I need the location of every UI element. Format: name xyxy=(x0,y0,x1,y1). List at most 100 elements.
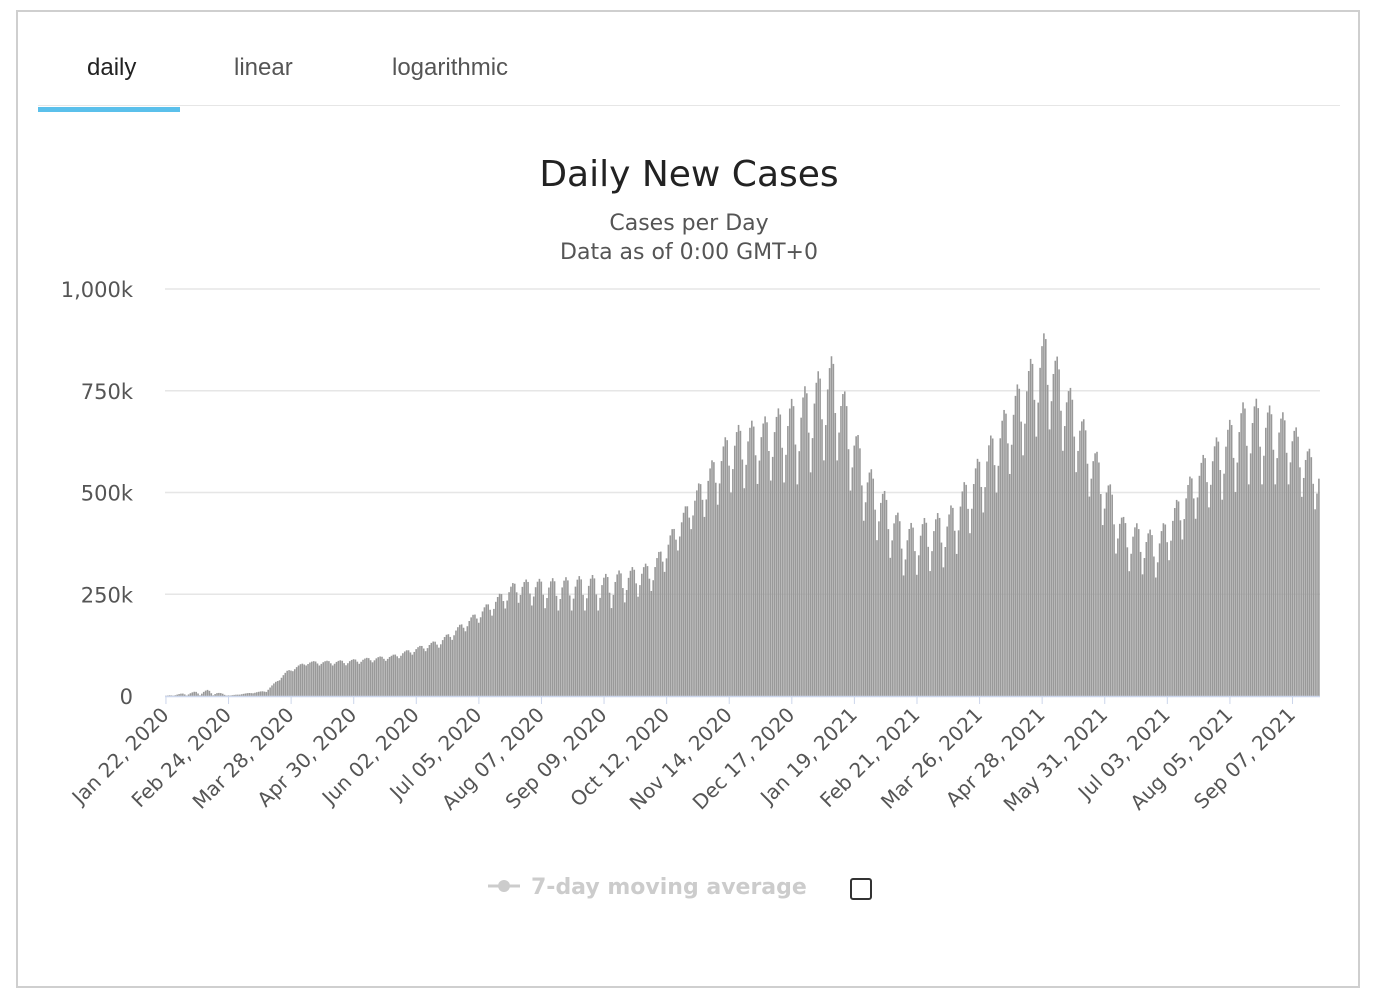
daily-cases-bar[interactable] xyxy=(984,487,986,696)
daily-cases-bar[interactable] xyxy=(1033,399,1036,696)
daily-cases-bar[interactable] xyxy=(1100,494,1102,696)
daily-cases-bar[interactable] xyxy=(587,585,590,696)
daily-cases-bar[interactable] xyxy=(897,512,899,696)
daily-cases-bar[interactable] xyxy=(650,590,653,696)
daily-cases-bar[interactable] xyxy=(1170,540,1172,696)
daily-cases-bar[interactable] xyxy=(1003,409,1005,696)
daily-cases-bar[interactable] xyxy=(385,660,387,696)
daily-cases-bar[interactable] xyxy=(1211,461,1214,696)
daily-cases-bar[interactable] xyxy=(1238,432,1241,696)
daily-cases-bar[interactable] xyxy=(1058,369,1060,696)
daily-cases-bar[interactable] xyxy=(1063,426,1066,696)
daily-cases-bar[interactable] xyxy=(618,570,620,696)
daily-cases-bar[interactable] xyxy=(328,661,330,696)
daily-cases-bar[interactable] xyxy=(1259,446,1261,696)
daily-cases-bar[interactable] xyxy=(1158,543,1161,696)
daily-cases-bar[interactable] xyxy=(654,567,656,696)
daily-cases-bar[interactable] xyxy=(388,656,391,696)
daily-cases-bar[interactable] xyxy=(383,658,385,696)
daily-cases-bar[interactable] xyxy=(341,660,343,696)
daily-cases-bar[interactable] xyxy=(362,659,364,696)
daily-cases-bar[interactable] xyxy=(823,460,825,696)
daily-cases-bar[interactable] xyxy=(242,693,245,696)
daily-cases-bar[interactable] xyxy=(637,596,639,696)
daily-cases-bar[interactable] xyxy=(754,455,757,696)
daily-cases-bar[interactable] xyxy=(1175,499,1178,696)
daily-cases-bar[interactable] xyxy=(1124,523,1127,696)
daily-cases-bar[interactable] xyxy=(940,542,943,696)
daily-cases-bar[interactable] xyxy=(216,693,218,696)
daily-cases-bar[interactable] xyxy=(1204,458,1206,696)
daily-cases-bar[interactable] xyxy=(826,389,829,696)
daily-cases-bar[interactable] xyxy=(593,578,596,696)
daily-cases-bar[interactable] xyxy=(715,482,717,696)
daily-cases-bar[interactable] xyxy=(464,631,467,696)
daily-cases-bar[interactable] xyxy=(855,436,857,696)
daily-cases-bar[interactable] xyxy=(705,499,708,696)
daily-cases-bar[interactable] xyxy=(709,468,711,696)
daily-cases-bar[interactable] xyxy=(292,671,294,696)
daily-cases-bar[interactable] xyxy=(720,461,723,696)
daily-cases-bar[interactable] xyxy=(265,691,268,696)
daily-cases-bar[interactable] xyxy=(796,484,799,696)
daily-cases-bar[interactable] xyxy=(980,486,983,696)
daily-cases-bar[interactable] xyxy=(348,661,351,696)
daily-cases-bar[interactable] xyxy=(1257,408,1260,696)
daily-cases-bar[interactable] xyxy=(902,575,905,696)
daily-cases-bar[interactable] xyxy=(842,394,844,696)
daily-cases-bar[interactable] xyxy=(1067,391,1070,696)
daily-cases-bar[interactable] xyxy=(443,637,446,696)
daily-cases-bar[interactable] xyxy=(948,514,950,696)
daily-cases-bar[interactable] xyxy=(830,356,833,696)
daily-cases-bar[interactable] xyxy=(432,641,435,696)
daily-cases-bar[interactable] xyxy=(730,492,732,697)
daily-cases-bar[interactable] xyxy=(246,693,249,696)
daily-cases-bar[interactable] xyxy=(697,483,700,696)
daily-cases-bar[interactable] xyxy=(1164,524,1167,696)
daily-cases-bar[interactable] xyxy=(398,658,400,696)
daily-cases-bar[interactable] xyxy=(1143,558,1146,696)
daily-cases-bar[interactable] xyxy=(603,577,605,696)
daily-cases-bar[interactable] xyxy=(318,665,321,696)
daily-cases-bar[interactable] xyxy=(269,687,271,696)
daily-cases-bar[interactable] xyxy=(250,693,252,696)
daily-cases-bar[interactable] xyxy=(180,693,182,696)
daily-cases-bar[interactable] xyxy=(631,567,634,696)
daily-cases-bar[interactable] xyxy=(1192,498,1195,696)
daily-cases-bar[interactable] xyxy=(354,659,357,696)
daily-cases-bar[interactable] xyxy=(377,657,380,696)
daily-cases-bar[interactable] xyxy=(1103,508,1106,696)
daily-cases-bar[interactable] xyxy=(1249,453,1252,696)
daily-cases-bar[interactable] xyxy=(185,695,188,696)
daily-cases-bar[interactable] xyxy=(553,581,556,696)
daily-cases-bar[interactable] xyxy=(1024,423,1026,696)
daily-cases-bar[interactable] xyxy=(673,528,675,696)
daily-cases-bar[interactable] xyxy=(1016,384,1019,696)
daily-cases-bar[interactable] xyxy=(320,663,323,696)
daily-cases-bar[interactable] xyxy=(756,483,759,696)
daily-cases-bar[interactable] xyxy=(476,618,478,696)
daily-cases-bar[interactable] xyxy=(1173,508,1176,696)
daily-cases-bar[interactable] xyxy=(330,663,332,696)
daily-cases-bar[interactable] xyxy=(699,484,702,696)
daily-cases-bar[interactable] xyxy=(629,570,632,696)
daily-cases-bar[interactable] xyxy=(261,691,264,696)
daily-cases-bar[interactable] xyxy=(1280,418,1282,696)
daily-cases-bar[interactable] xyxy=(1027,371,1030,696)
daily-cases-bar[interactable] xyxy=(912,527,914,696)
daily-cases-bar[interactable] xyxy=(925,522,928,696)
daily-cases-bar[interactable] xyxy=(887,529,890,696)
daily-cases-bar[interactable] xyxy=(491,615,493,696)
daily-cases-bar[interactable] xyxy=(1225,446,1227,696)
daily-cases-bar[interactable] xyxy=(1240,413,1242,696)
daily-cases-bar[interactable] xyxy=(536,581,539,696)
daily-cases-bar[interactable] xyxy=(280,677,283,696)
daily-cases-bar[interactable] xyxy=(527,581,529,696)
daily-cases-bar[interactable] xyxy=(197,693,199,696)
daily-cases-bar[interactable] xyxy=(872,478,875,696)
daily-cases-bar[interactable] xyxy=(931,551,933,696)
daily-cases-bar[interactable] xyxy=(965,484,967,696)
daily-cases-bar[interactable] xyxy=(658,551,660,696)
daily-cases-bar[interactable] xyxy=(1147,533,1150,696)
daily-cases-bar[interactable] xyxy=(1283,420,1286,696)
